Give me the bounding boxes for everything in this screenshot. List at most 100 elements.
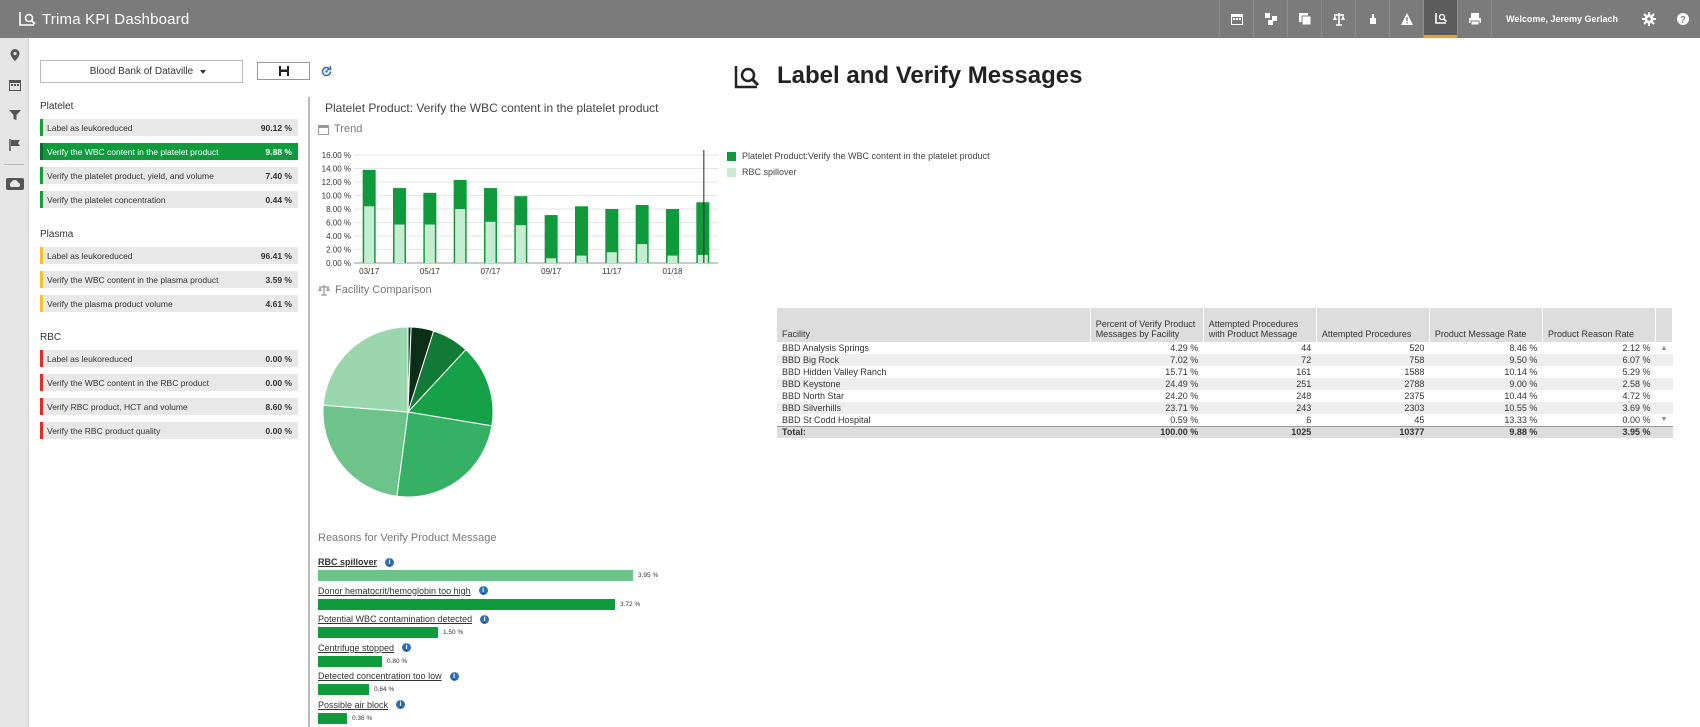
metric-row[interactable]: Verify the platelet product, yield, and … <box>40 167 298 184</box>
facility-comparison-heading: Facility Comparison <box>318 284 432 296</box>
info-icon[interactable]: i <box>385 557 395 567</box>
metric-row[interactable]: Verify the plasma product volume 4.61 % <box>40 295 298 312</box>
table-cell: BBD Keystone <box>777 378 1091 390</box>
metric-row[interactable]: Label as leukoreduced 0.00 % <box>40 350 298 367</box>
table-row[interactable]: BBD North Star 24.20 % 248 2375 10.44 % 4.72 … <box>777 390 1673 402</box>
gear-icon[interactable] <box>1632 0 1666 38</box>
reason-bar <box>318 712 347 724</box>
table-row[interactable]: BBD Hidden Valley Ranch 15.71 % 161 1588 10.… <box>777 366 1673 378</box>
reason-percent: 1.50 % <box>443 629 464 636</box>
metric-value: 3.59 % <box>265 274 292 285</box>
facility-select[interactable]: Blood Bank of Dataville <box>40 60 243 83</box>
copy-icon[interactable] <box>1287 0 1321 38</box>
info-icon[interactable]: i <box>449 671 459 681</box>
scroll-down-icon[interactable]: ▼ <box>1660 416 1668 424</box>
welcome-text[interactable]: Welcome, Jeremy Gerlach <box>1491 0 1632 38</box>
col-header[interactable]: Attempted Procedures <box>1316 308 1430 342</box>
table-header-row: Facility Percent of Verify Product Messa… <box>777 308 1673 342</box>
total-cell: 9.88 % <box>1429 425 1543 438</box>
label-verify-icon[interactable] <box>1423 0 1458 38</box>
location-icon[interactable] <box>0 40 29 70</box>
hand-icon[interactable] <box>1355 0 1389 38</box>
metric-color-bar <box>40 119 43 136</box>
info-icon[interactable]: i <box>402 643 412 652</box>
col-header[interactable]: Attempted Procedures with Product Messag… <box>1203 308 1317 342</box>
bar-spillover <box>576 255 587 263</box>
metric-row[interactable]: Verify RBC product, HCT and volume 8.60 % <box>40 398 298 415</box>
table-cell: 5.29 % <box>1622 367 1651 377</box>
table-row[interactable]: BBD Keystone 24.49 % 251 2788 9.00 % 2.58 % <box>777 378 1673 390</box>
reasons-heading: Reasons for Verify Product Message <box>318 532 497 544</box>
reason-item: Centrifuge stopped i 0.80 % <box>318 643 412 667</box>
metric-row[interactable]: Label as leukoreduced 96.41 % <box>40 247 298 264</box>
legend-item[interactable]: Platelet Product:Verify the WBC content … <box>727 148 990 164</box>
reason-link[interactable]: Possible air block i <box>318 700 406 710</box>
col-header[interactable]: Facility <box>777 308 1091 342</box>
reason-link[interactable]: Detected concentration too low i <box>318 671 459 681</box>
pie-slice[interactable] <box>322 326 409 413</box>
table-row[interactable]: BBD St Codd Hospital 0.59 % 6 45 13.33 % 0.00… <box>777 414 1673 426</box>
metric-value: 96.41 % <box>260 250 292 261</box>
pie-slice[interactable] <box>396 411 493 498</box>
metric-row[interactable]: Verify the platelet concentration 0.44 % <box>40 191 298 208</box>
metric-row[interactable]: Verify the RBC product quality 0.00 % <box>40 422 298 439</box>
info-icon[interactable]: i <box>480 614 490 624</box>
svg-text:?: ? <box>1680 15 1686 25</box>
metric-label: Verify the RBC product quality <box>47 425 161 436</box>
warning-icon[interactable] <box>1389 0 1423 38</box>
bar-spillover <box>546 258 557 263</box>
scroll-cell <box>1656 390 1673 402</box>
table-cell: 45 <box>1414 414 1425 425</box>
metric-color-bar <box>40 143 43 160</box>
reason-link[interactable]: Centrifuge stopped i <box>318 643 412 653</box>
calendar-icon[interactable] <box>0 70 29 100</box>
facility-table: Facility Percent of Verify Product Messa… <box>777 308 1673 438</box>
left-rail <box>0 38 29 727</box>
y-tick-label: 16.00 % <box>322 151 351 160</box>
flag-icon[interactable] <box>0 130 29 160</box>
reason-link[interactable]: Donor hematocrit/hemoglobin too high i <box>318 586 640 596</box>
scroll-cell <box>1656 366 1673 378</box>
metric-label: Verify the WBC content in the plasma pro… <box>47 274 219 285</box>
table-cell: 3.69 % <box>1542 402 1656 414</box>
scroll-up-icon[interactable]: ▲ <box>1660 344 1668 352</box>
compare-icon[interactable] <box>1253 0 1287 38</box>
pie-slice[interactable] <box>407 348 494 427</box>
reason-link[interactable]: Potential WBC contamination detected i <box>318 614 490 624</box>
help-icon[interactable]: ? <box>1666 0 1700 38</box>
bar-spillover <box>424 224 435 263</box>
info-icon[interactable]: i <box>478 586 488 595</box>
col-header[interactable]: Product Message Rate <box>1429 308 1543 342</box>
table-row[interactable]: BBD Big Rock 7.02 % 72 758 9.50 % 6.07 % <box>777 354 1673 366</box>
legend-item[interactable]: RBC spillover <box>727 164 990 180</box>
table-cell: 9.50 % <box>1429 354 1543 366</box>
x-tick-label: 03/17 <box>359 267 380 276</box>
cloud-upload-icon[interactable] <box>0 169 29 199</box>
table-cell: 10.44 % <box>1504 391 1538 401</box>
metric-row[interactable]: Verify the WBC content in the RBC produc… <box>40 374 298 391</box>
save-button[interactable] <box>257 62 310 80</box>
filter-icon[interactable] <box>0 100 29 130</box>
balance-icon[interactable] <box>1321 0 1355 38</box>
reason-link[interactable]: RBC spillover i <box>318 557 658 567</box>
col-header[interactable]: Product Reason Rate <box>1542 308 1657 342</box>
reason-bar-row: 3.72 % <box>318 598 640 610</box>
trend-legend: Platelet Product:Verify the WBC content … <box>727 148 990 180</box>
metric-row[interactable]: Label as leukoreduced 90.12 % <box>40 119 298 136</box>
metric-color-bar <box>40 398 43 415</box>
metric-row[interactable]: Verify the WBC content in the plasma pro… <box>40 271 298 288</box>
info-icon[interactable]: i <box>396 700 406 709</box>
table-cell: 251 <box>1203 378 1317 390</box>
col-header[interactable]: Percent of Verify Product Messages by Fa… <box>1090 308 1204 342</box>
table-row[interactable]: BBD Silverhills 23.71 % 243 2303 10.55 % 3.69… <box>777 402 1673 414</box>
metric-label: Verify the platelet product, yield, and … <box>47 170 214 181</box>
refresh-button[interactable] <box>317 62 335 80</box>
metric-row-selected[interactable]: Verify the WBC content in the platelet p… <box>40 143 298 160</box>
printer-icon[interactable] <box>1457 0 1491 38</box>
calendar-icon[interactable] <box>1219 0 1253 38</box>
bar <box>696 202 710 263</box>
pie-slice[interactable] <box>322 404 409 497</box>
reason-bar-row: 0.80 % <box>318 655 411 667</box>
table-row[interactable]: BBD Analysis Springs 4.29 % 44 520 8.46 % 2.1… <box>777 342 1673 354</box>
metric-color-bar <box>40 167 43 184</box>
